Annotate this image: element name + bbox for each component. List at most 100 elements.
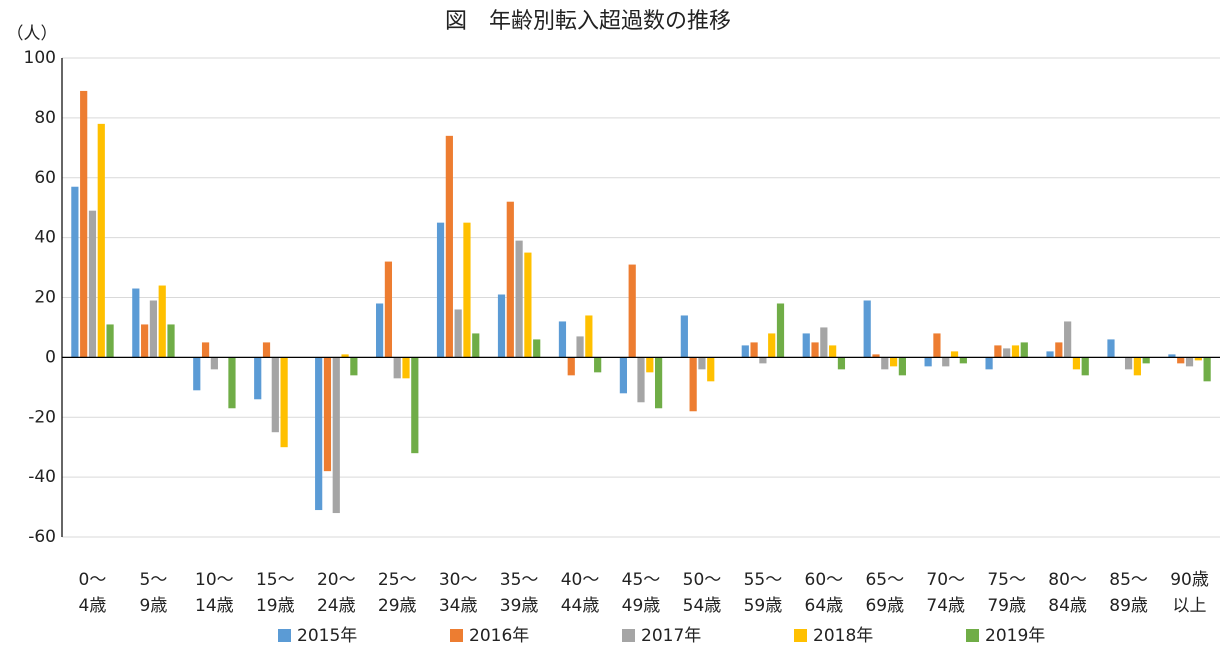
bar [472,333,480,358]
x-tick-label: 5～ [140,570,168,590]
bar [1194,357,1202,361]
legend-label: 2018年 [813,626,873,646]
bar [628,264,636,358]
y-tick-label: 60 [34,168,56,188]
bar [323,357,332,472]
x-tick-label: 84歳 [1048,596,1087,616]
bar [924,357,932,367]
y-tick-label: -20 [28,407,56,427]
bar [402,357,410,379]
x-tick-label: 79歳 [987,596,1026,616]
bar [1107,339,1115,358]
legend-swatch [966,629,979,642]
bar [889,357,898,367]
bar [384,261,393,358]
bar [750,342,758,358]
bar [898,357,906,376]
bar [97,123,105,358]
bar [820,327,828,358]
bar [1168,354,1176,358]
bar [411,357,419,454]
bar [454,309,462,358]
x-tick-label: 60～ [805,570,844,590]
bar [655,357,663,409]
bar [280,357,288,448]
bar [829,345,837,358]
bar [646,357,654,373]
bar [837,357,846,370]
x-tick-label: 89歳 [1109,596,1148,616]
bar [863,300,871,358]
bar [201,342,210,358]
x-tick-label: 49歳 [622,596,661,616]
bar [872,354,880,358]
bar [106,324,114,358]
y-tick-label: 80 [34,108,56,128]
bar [254,357,262,400]
bar [881,357,889,370]
bar [768,333,776,358]
bar [680,315,688,358]
bar [637,357,645,403]
legend-swatch [622,629,635,642]
bar [707,357,715,382]
bar [80,90,88,358]
x-tick-label: 39歳 [500,596,539,616]
x-tick-label: 25～ [378,570,417,590]
y-tick-label: -40 [28,467,56,487]
bar [332,357,340,514]
bar [393,357,401,379]
x-tick-label: 35～ [500,570,539,590]
bar [811,342,819,358]
bar [576,336,584,358]
x-tick-label: 74歳 [926,596,965,616]
bar [1011,345,1020,358]
x-tick-label: 40～ [561,570,600,590]
x-tick-label: 0～ [79,570,107,590]
bar [1124,357,1133,370]
bar [315,357,323,511]
x-tick-label: 19歳 [256,596,295,616]
legend-label: 2019年 [985,626,1045,646]
x-tick-label: 50～ [683,570,722,590]
x-tick-label: 30～ [439,570,478,590]
x-tick-label: 10～ [195,570,234,590]
x-tick-label: 70～ [926,570,965,590]
bar [515,240,523,358]
x-tick-label: 45～ [622,570,661,590]
bar [71,186,79,358]
legend-label: 2015年 [297,626,357,646]
x-tick-label: 29歳 [378,596,417,616]
x-tick-label: 64歳 [805,596,844,616]
bar [463,222,471,358]
y-tick-label: 40 [34,228,56,248]
bar [149,300,158,358]
y-unit: （人） [7,24,58,44]
bar [802,333,810,358]
bar [1003,348,1011,358]
bar [776,303,785,358]
x-tick-label: 24歳 [317,596,356,616]
bar [88,210,97,358]
bar [350,357,358,376]
x-tick-label: 15～ [256,570,295,590]
bar [567,357,575,376]
x-tick-label: 4歳 [79,596,107,616]
bar [594,357,602,373]
bar [533,339,541,358]
legend-label: 2017年 [641,626,701,646]
bar [228,357,236,409]
bar [942,357,950,367]
bar [1081,357,1089,376]
x-tick-label: 54歳 [683,596,722,616]
legend-swatch [450,629,463,642]
y-tick-label: 100 [24,48,56,68]
bar [376,303,384,358]
x-tick-label: 14歳 [195,596,234,616]
x-tick-label: 75～ [987,570,1026,590]
bar [1020,342,1028,358]
bar [524,252,532,358]
bar [262,342,271,358]
bar [497,294,506,358]
